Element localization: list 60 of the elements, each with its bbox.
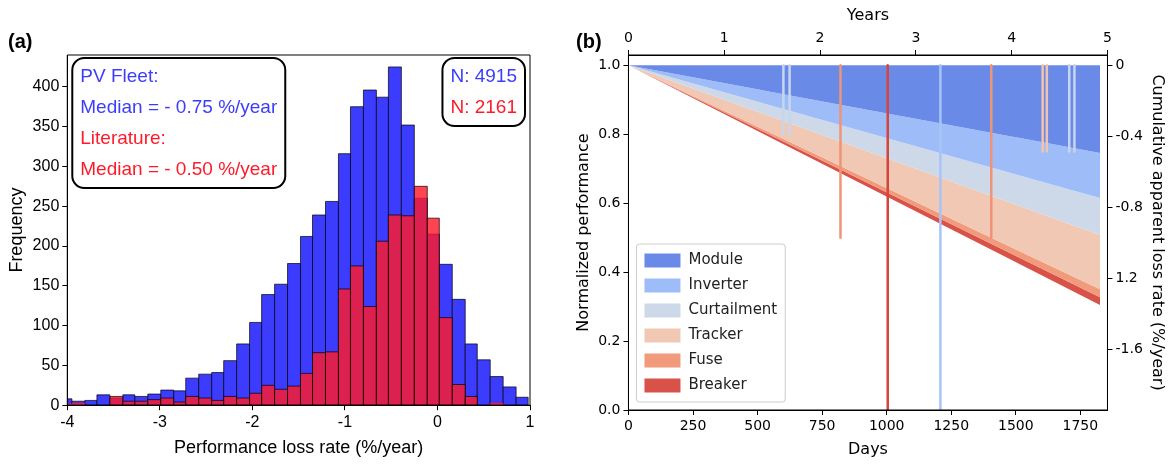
- annotation: Median = - 0.75 %/year: [80, 95, 278, 117]
- y-tick-label: 100: [32, 316, 60, 334]
- legend-label: Fuse: [688, 350, 723, 369]
- x-tick-label: 1000: [868, 417, 905, 434]
- y-tick-label: 300: [32, 156, 60, 174]
- x-tick-label: 0: [433, 413, 443, 431]
- y-tick-label: 0: [50, 395, 60, 413]
- y-tick-label: 250: [32, 196, 60, 214]
- y-tick-label: 0.6: [598, 193, 621, 210]
- y-tick-label: 0.4: [598, 262, 621, 279]
- x-tick-label: -3: [152, 413, 168, 431]
- x2-axis-title: Years: [845, 4, 890, 24]
- y-tick-label: 0.2: [598, 331, 621, 348]
- y-tick-label: 150: [32, 276, 60, 294]
- y2-tick-label: -0.8: [1115, 198, 1143, 215]
- y-tick-label: 0.8: [598, 124, 621, 141]
- y-tick-label: 200: [32, 236, 60, 254]
- x2-tick-label: 0: [624, 29, 633, 46]
- legend-label: Tracker: [687, 325, 744, 344]
- annotation: Median = - 0.50 %/year: [80, 157, 278, 179]
- x-tick-label: -4: [60, 413, 75, 431]
- x2-tick-label: 2: [815, 29, 825, 46]
- y-tick-label: 400: [32, 77, 60, 95]
- x-tick-label: 250: [679, 417, 707, 434]
- x-tick-label: 1500: [997, 417, 1034, 434]
- x-tick-label: -1: [337, 413, 353, 431]
- legend-label: Inverter: [688, 275, 749, 294]
- x-tick-label: 1250: [933, 417, 970, 434]
- y2-tick-label: 0: [1115, 56, 1125, 73]
- y-tick-label: 50: [41, 355, 60, 373]
- x-tick-label: 1: [525, 413, 535, 431]
- legend-label: Breaker: [688, 375, 748, 394]
- x-tick-label: 0: [624, 417, 633, 434]
- y-axis-title: Frequency: [5, 187, 26, 273]
- x2-tick-label: 5: [1103, 29, 1112, 46]
- y2-axis-title: Cumulative apparent loss rate (%/year): [1149, 74, 1169, 391]
- y2-tick-label: -1.6: [1115, 340, 1143, 357]
- y-tick-label: 1.0: [598, 55, 621, 72]
- chart-title: (a): [8, 30, 33, 53]
- y-axis-title: Normalized performance: [572, 133, 592, 332]
- text: Literature:: [80, 126, 166, 148]
- chart-title: (b): [576, 30, 602, 53]
- x-axis-title: Performance loss rate (%/year): [174, 437, 424, 458]
- annotation: N: 2161: [450, 95, 517, 117]
- x2-tick-label: 1: [719, 29, 729, 46]
- x-tick-label: 750: [808, 417, 836, 434]
- annotation: N: 4915: [450, 64, 517, 86]
- y-tick-label: 0.0: [598, 400, 621, 417]
- legend-label: Module: [688, 250, 744, 269]
- x2-tick-label: 3: [911, 29, 921, 46]
- legend-label: Curtailment: [688, 300, 778, 319]
- y2-tick-label: -0.4: [1115, 127, 1143, 144]
- x2-tick-label: 4: [1007, 29, 1017, 46]
- y-tick-label: 350: [32, 117, 60, 135]
- x-axis-title: Days: [848, 438, 888, 458]
- x-tick-label: -2: [245, 413, 260, 431]
- text: PV Fleet:: [80, 64, 159, 86]
- x-tick-label: 1750: [1062, 417, 1099, 434]
- y2-tick-label: 1.2: [1115, 269, 1138, 286]
- x-tick-label: 500: [744, 417, 771, 434]
